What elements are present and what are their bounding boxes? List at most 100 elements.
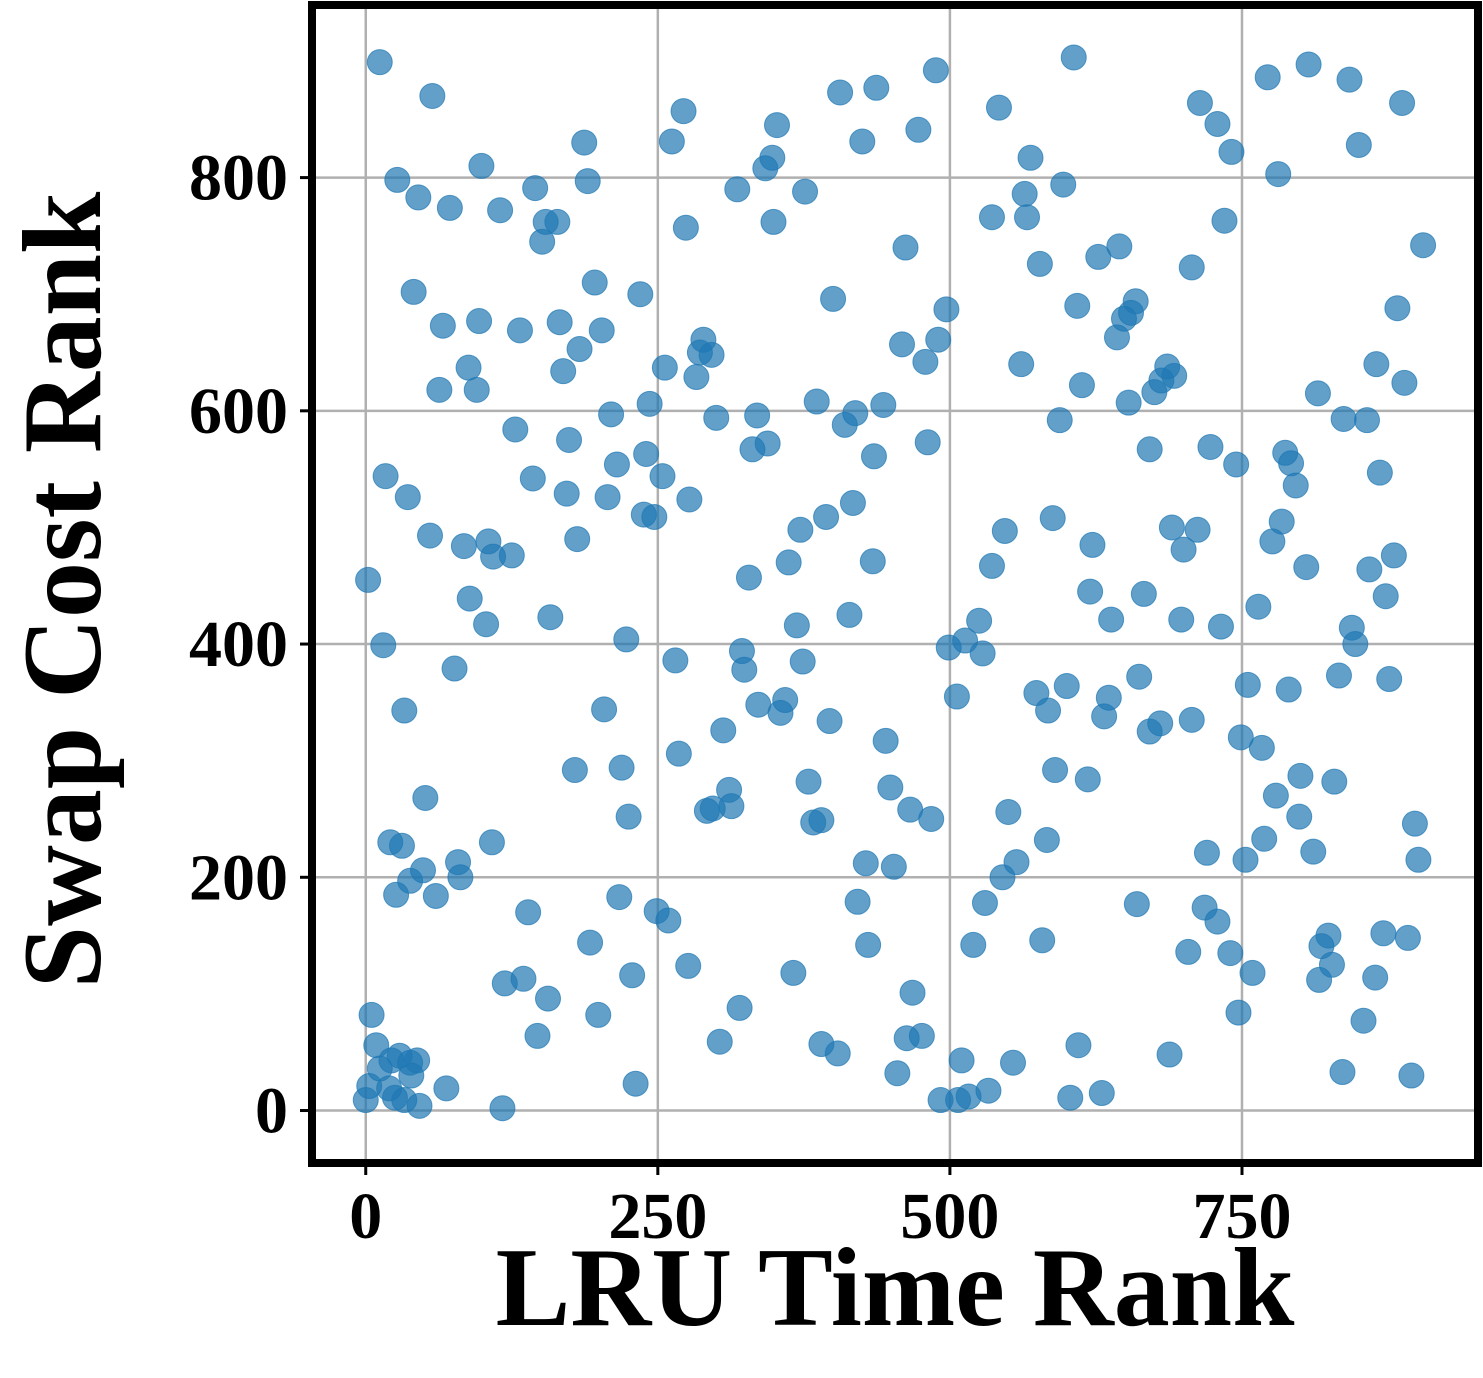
scatter-point	[870, 391, 897, 418]
scatter-point	[1286, 803, 1313, 830]
scatter-point	[400, 278, 427, 305]
scatter-point	[487, 197, 514, 224]
scatter-point	[366, 49, 393, 76]
scatter-point	[1330, 405, 1357, 432]
scatter-point	[859, 548, 886, 575]
scatter-point	[1350, 1007, 1377, 1034]
scatter-point	[795, 768, 822, 795]
scatter-point	[591, 696, 618, 723]
scatter-point	[752, 155, 779, 182]
scatter-point	[744, 402, 771, 429]
scatter-point	[710, 717, 737, 744]
scatter-point	[1356, 556, 1383, 583]
scatter-point	[718, 793, 745, 820]
scatter-point	[783, 612, 810, 639]
scatter-point	[831, 411, 858, 438]
scatter-point	[394, 484, 421, 511]
scatter-point	[1103, 324, 1130, 351]
scatter-point	[1325, 662, 1352, 689]
scatter-point	[852, 850, 879, 877]
scatter-point	[655, 907, 682, 934]
scatter-point	[506, 317, 533, 344]
scatter-point	[877, 774, 904, 801]
scatter-point	[581, 269, 608, 296]
scatter-point	[1204, 908, 1231, 935]
scatter-point	[553, 480, 580, 507]
scatter-point	[633, 440, 660, 467]
scatter-point	[426, 376, 453, 403]
scatter-point	[412, 784, 439, 811]
scatter-point	[1065, 1032, 1092, 1059]
scatter-point	[1254, 64, 1281, 91]
scatter-point	[1245, 593, 1272, 620]
scatter-point	[1227, 724, 1254, 751]
scatter-point	[433, 1075, 460, 1102]
scatter-point	[1275, 676, 1302, 703]
scatter-point	[1168, 606, 1195, 633]
scatter-point	[745, 691, 772, 718]
scatter-point	[683, 364, 710, 391]
scatter-point	[456, 585, 483, 612]
scatter-point	[384, 166, 411, 193]
y-tick-label: 400	[189, 608, 288, 681]
scatter-point	[820, 285, 847, 312]
scatter-point	[839, 489, 866, 516]
scatter-point	[1248, 734, 1275, 761]
scatter-point	[816, 708, 843, 735]
scatter-point	[1268, 508, 1295, 535]
scatter-point	[613, 626, 640, 653]
scatter-point	[544, 208, 571, 235]
scatter-point	[1057, 1084, 1084, 1111]
scatter-point	[524, 1022, 551, 1049]
scatter-point	[588, 317, 615, 344]
scatter-point	[436, 194, 463, 221]
scatter-point	[703, 404, 730, 431]
scatter-point	[1391, 369, 1418, 396]
scatter-point	[1321, 768, 1348, 795]
scatter-point	[1234, 671, 1261, 698]
scatter-point	[889, 331, 916, 358]
scatter-point	[510, 965, 537, 992]
scatter-point	[450, 533, 477, 560]
scatter-point	[1363, 351, 1390, 378]
scatter-point	[1184, 516, 1211, 543]
scatter-point	[522, 175, 549, 202]
scatter-point	[1300, 838, 1327, 865]
scatter-point	[1315, 922, 1342, 949]
scatter-point	[1035, 697, 1062, 724]
scatter-point	[1026, 250, 1053, 277]
scatter-point	[1178, 254, 1205, 281]
scatter-point	[1014, 204, 1041, 231]
scatter-point	[884, 1060, 911, 1087]
scatter-point	[1085, 243, 1112, 270]
scatter-point	[651, 354, 678, 381]
scatter-point	[1398, 1062, 1425, 1089]
scatter-point	[1265, 161, 1292, 188]
scatter-point	[914, 429, 941, 456]
scatter-point	[918, 805, 945, 832]
scatter-point	[1158, 514, 1185, 541]
scatter-point	[908, 1022, 935, 1049]
scatter-point	[1178, 706, 1205, 733]
scatter-point	[1389, 89, 1416, 116]
scatter-point	[1156, 1041, 1183, 1068]
y-tick-label: 0	[255, 1075, 288, 1148]
scatter-point	[670, 98, 697, 125]
scatter-point	[1098, 606, 1125, 633]
scatter-point	[463, 376, 490, 403]
scatter-point	[808, 807, 835, 834]
scatter-point	[1136, 436, 1163, 463]
scatter-point	[978, 552, 1005, 579]
scatter-point	[706, 1028, 733, 1055]
scatter-point	[665, 740, 692, 767]
scatter-point	[619, 962, 646, 989]
scatter-point	[1342, 631, 1369, 658]
scatter-point	[899, 979, 926, 1006]
scatter-point	[417, 522, 444, 549]
scatter-point	[1197, 433, 1224, 460]
scatter-point	[376, 1075, 403, 1102]
scatter-point	[948, 1047, 975, 1074]
scatter-point	[836, 601, 863, 628]
plot-frame	[308, 1, 1482, 1167]
scatter-point	[1175, 938, 1202, 965]
